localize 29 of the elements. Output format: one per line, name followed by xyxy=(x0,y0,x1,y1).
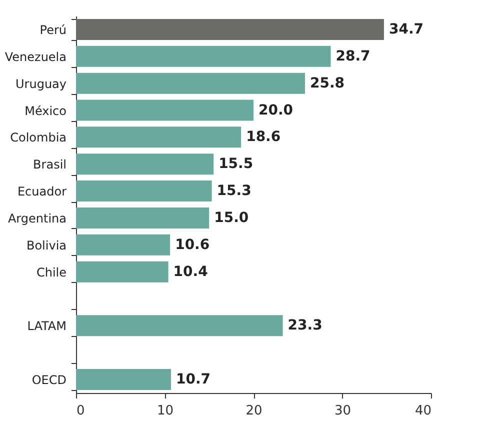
data-label: 20.0 xyxy=(258,102,294,118)
data-label: 28.7 xyxy=(336,48,370,64)
data-label: 15.3 xyxy=(216,183,252,200)
x-tick-label: 20 xyxy=(246,404,262,418)
y-tick-label: OECD xyxy=(32,373,66,388)
y-tick-label: Ecuador xyxy=(17,184,67,199)
y-tick-label: Colombia xyxy=(10,130,66,145)
y-tick-label: LATAM xyxy=(27,319,66,334)
data-label: 15.5 xyxy=(218,156,254,172)
data-label: 25.8 xyxy=(310,75,345,92)
data-label: 18.6 xyxy=(246,129,281,146)
x-tick-label: 10 xyxy=(156,404,174,418)
y-tick-label: Uruguay xyxy=(16,76,66,91)
y-tick-label: Argentina xyxy=(8,211,66,226)
x-tick-label: 30 xyxy=(334,404,352,418)
y-tick-label: México xyxy=(24,104,66,118)
y-tick-label: Perú xyxy=(40,22,66,37)
y-tick-label: Bolivia xyxy=(26,238,66,252)
data-label: 10.4 xyxy=(173,264,208,280)
y-tick-label: Venezuela xyxy=(4,50,66,64)
x-tick-label: 0 xyxy=(76,404,85,418)
data-label: 34.7 xyxy=(388,21,424,38)
y-tick-label: Brasil xyxy=(33,158,66,172)
y-tick-label: Chile xyxy=(36,265,66,280)
data-label: 23.3 xyxy=(288,318,322,334)
x-tick-label: 40 xyxy=(414,404,432,418)
data-label: 10.6 xyxy=(175,236,210,253)
data-label: 15.0 xyxy=(214,210,249,226)
data-label: 10.7 xyxy=(176,372,211,388)
